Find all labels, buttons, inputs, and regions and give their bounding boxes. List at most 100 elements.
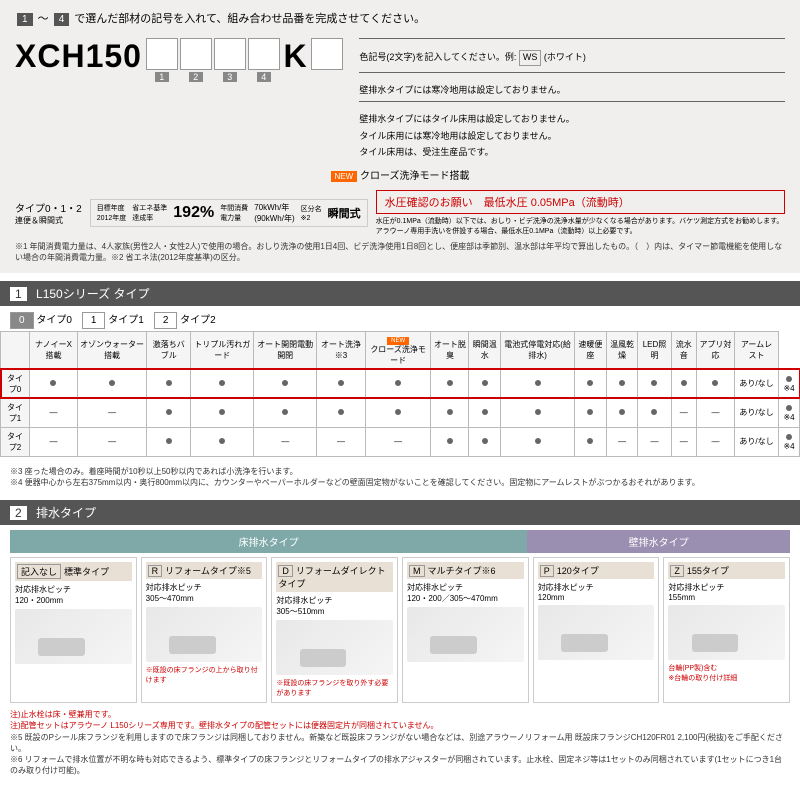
feat-cell xyxy=(191,398,254,427)
floor-label: 床排水タイプ xyxy=(10,530,527,553)
drain-image xyxy=(276,620,393,675)
feat-cell xyxy=(606,369,638,398)
feat-cell xyxy=(575,427,607,456)
drain-note: ※既設の床フランジを取り外す必要があります xyxy=(276,678,393,698)
drain-name: 標準タイプ xyxy=(64,567,109,577)
feat-cell xyxy=(29,369,77,398)
feat-cell xyxy=(365,369,431,398)
feat-header: アプリ対応 xyxy=(696,331,734,369)
num-4: 4 xyxy=(54,13,70,26)
fine-print: ※1 年間消費電力量は、4人家族(男性2人・女性2人)で使用の場合。おしり洗浄の… xyxy=(15,241,785,263)
feat-cell xyxy=(147,398,191,427)
feat-cell xyxy=(317,369,366,398)
note-4: タイル床用は、受注生産品です。 xyxy=(359,146,785,160)
feat-cell xyxy=(638,398,671,427)
feat-cell: — xyxy=(29,398,77,427)
close-mode-row: NEW クローズ洗浄モード搭載 xyxy=(15,167,785,182)
feat-header: 電池式停電対応(給排水) xyxy=(501,331,575,369)
ws-box: WS xyxy=(519,50,542,66)
feat-cell: — xyxy=(638,427,671,456)
tab-code[interactable]: 2 xyxy=(154,312,178,329)
drain-name: マルチタイプ※6 xyxy=(428,566,496,576)
code-label: 2 xyxy=(189,72,203,82)
feat-cell xyxy=(469,398,501,427)
pressure-box: 水圧確認のお願い 最低水圧 0.05MPa（流動時） 水圧が0.1MPa（流動時… xyxy=(376,190,785,236)
feat-header: 温風乾燥 xyxy=(606,331,638,369)
drain-code: Z xyxy=(670,565,684,577)
spec-row: タイプ0・1・2 連便＆瞬間式 目標年度 2012年度 省エネ基準 達成率 19… xyxy=(15,190,785,236)
feat-cell: — xyxy=(29,427,77,456)
drain-pitch: 対応排水ピッチ 120mm xyxy=(538,582,655,602)
feat-cell xyxy=(606,398,638,427)
feat-header: 瞬間温水 xyxy=(469,331,501,369)
feat-header: オート開閉電動開閉 xyxy=(254,331,317,369)
drain-type: Z155タイプ対応排水ピッチ 155mm 台輪(PP製)含む ※台輪の取り付け詳細 xyxy=(663,557,790,703)
feat-cell: あり/なし xyxy=(734,427,778,456)
tab-label: タイプ2 xyxy=(180,315,216,326)
bottom-notes: 注)止水栓は床・壁兼用です。 注)配管セットはアラウーノ L150シリーズ専用で… xyxy=(0,703,800,782)
drain-code: P xyxy=(540,565,554,577)
drain-code: R xyxy=(148,565,163,577)
code-box[interactable] xyxy=(180,38,212,70)
feat-cell: — xyxy=(77,427,146,456)
feat-cell: — xyxy=(696,398,734,427)
section1-header: 1 L150シリーズ タイプ xyxy=(0,281,800,306)
feat-header: オート洗浄※3 xyxy=(317,331,366,369)
feat-cell xyxy=(638,369,671,398)
feat-cell xyxy=(254,398,317,427)
feat-header: 激落ちバブル xyxy=(147,331,191,369)
type-tabs: 0 タイプ0 1 タイプ1 2 タイプ2 xyxy=(0,306,800,331)
ws-text: (ホワイト) xyxy=(544,52,586,62)
feat-cell xyxy=(469,427,501,456)
drain-name: 120タイプ xyxy=(557,566,599,576)
drain-code: 記入なし xyxy=(17,564,61,579)
feat-cell xyxy=(317,398,366,427)
note-1: 壁排水タイプには寒冷地用は設定しておりません。 xyxy=(359,84,785,98)
tab-label: タイプ1 xyxy=(108,315,144,326)
feat-cell: — xyxy=(365,427,431,456)
feature-table: ナノイーX搭載オゾンウォーター搭載激落ちバブルトリプル汚れガードオート開閉電動開… xyxy=(0,331,800,457)
feat-cell: — xyxy=(696,427,734,456)
drain-bar: 床排水タイプ 壁排水タイプ xyxy=(10,530,790,553)
feat-cell xyxy=(365,398,431,427)
drain-type: 記入なし標準タイプ対応排水ピッチ 120・200mm xyxy=(10,557,137,703)
feat-cell xyxy=(501,427,575,456)
tab-label: タイプ0 xyxy=(36,315,72,326)
feat-cell xyxy=(575,369,607,398)
feat-cell xyxy=(191,427,254,456)
tab-code[interactable]: 0 xyxy=(10,312,34,329)
feat-cell xyxy=(501,398,575,427)
feat-cell: ※4 xyxy=(779,369,800,398)
drain-image xyxy=(407,607,524,662)
feat-cell: — xyxy=(254,427,317,456)
drain-type: Rリフォームタイプ※5対応排水ピッチ 305〜470mm※既設の床フランジの上か… xyxy=(141,557,268,703)
code-box[interactable] xyxy=(248,38,280,70)
table-row: タイプ1————あり/なし※4 xyxy=(1,398,800,427)
right-notes: 色記号(2文字)を記入してください。例: WS (ホワイト) 壁排水タイプには寒… xyxy=(349,38,785,163)
feat-header: ナノイーX搭載 xyxy=(29,331,77,369)
feat-cell: — xyxy=(317,427,366,456)
feat-cell: — xyxy=(671,398,696,427)
color-box[interactable] xyxy=(311,38,343,70)
code-box[interactable] xyxy=(214,38,246,70)
drain-image xyxy=(15,609,132,664)
feat-cell xyxy=(431,398,469,427)
eco-box: 目標年度 2012年度 省エネ基準 達成率 192% 年間消費 電力量 70kW… xyxy=(90,199,368,227)
table-row: タイプ2—————————あり/なし※4 xyxy=(1,427,800,456)
drain-name: 155タイプ xyxy=(687,566,729,576)
drain-image xyxy=(668,605,785,660)
drain-note: 台輪(PP製)含む ※台輪の取り付け詳細 xyxy=(668,663,785,683)
instruction-body: で選んだ部材の記号を入れて、組み合わせ品番を完成させてください。 xyxy=(74,13,425,25)
feat-header xyxy=(1,331,30,369)
code-box[interactable] xyxy=(146,38,178,70)
red-box: 水圧確認のお願い 最低水圧 0.05MPa（流動時） xyxy=(376,190,785,214)
feat-header: LED照明 xyxy=(638,331,671,369)
drain-code: D xyxy=(278,565,293,577)
drain-pitch: 対応排水ピッチ 155mm xyxy=(668,582,785,602)
drain-type: Mマルチタイプ※6対応排水ピッチ 120・200／305〜470mm xyxy=(402,557,529,703)
feat-cell: あり/なし xyxy=(734,369,778,398)
drain-pitch: 対応排水ピッチ 305〜510mm xyxy=(276,595,393,617)
drain-type: Dリフォームダイレクトタイプ対応排水ピッチ 305〜510mm※既設の床フランジ… xyxy=(271,557,398,703)
tab-code[interactable]: 1 xyxy=(82,312,106,329)
model-code-area: XCH150 1234 K xyxy=(15,38,344,84)
